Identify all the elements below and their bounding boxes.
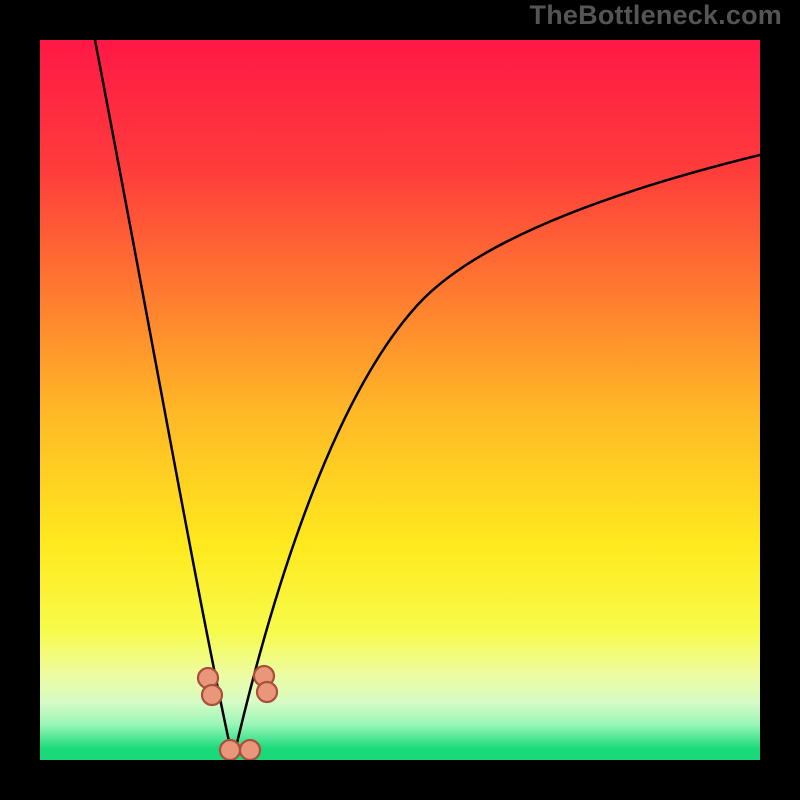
marker-bottom-right <box>240 740 260 760</box>
stage: TheBottleneck.com <box>0 0 800 800</box>
watermark-text: TheBottleneck.com <box>530 0 782 31</box>
plot-area <box>40 40 760 760</box>
gradient-background <box>40 40 760 760</box>
marker-bottom-left <box>220 740 240 760</box>
chart-svg <box>40 40 760 760</box>
marker-right-lower <box>257 682 277 702</box>
marker-left-lower <box>202 685 222 705</box>
